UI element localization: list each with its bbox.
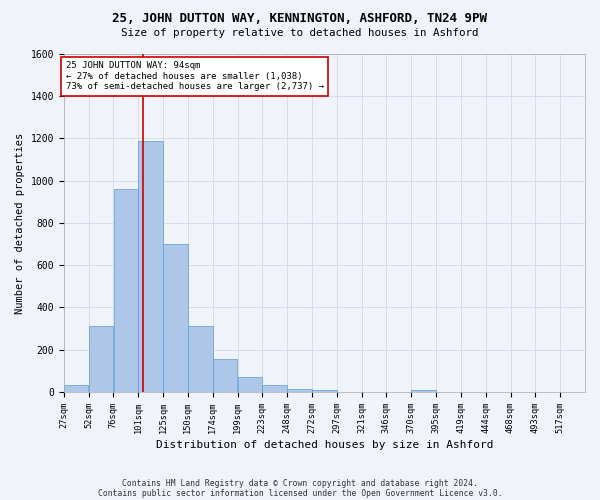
- Y-axis label: Number of detached properties: Number of detached properties: [15, 132, 25, 314]
- Bar: [213, 359, 238, 392]
- Text: Contains HM Land Registry data © Crown copyright and database right 2024.: Contains HM Land Registry data © Crown c…: [122, 478, 478, 488]
- Bar: [139, 140, 163, 392]
- Text: 25, JOHN DUTTON WAY, KENNINGTON, ASHFORD, TN24 9PW: 25, JOHN DUTTON WAY, KENNINGTON, ASHFORD…: [113, 12, 487, 26]
- Text: Contains public sector information licensed under the Open Government Licence v3: Contains public sector information licen…: [98, 488, 502, 498]
- Bar: [238, 377, 262, 392]
- Bar: [262, 386, 287, 392]
- Bar: [287, 388, 312, 392]
- Bar: [188, 326, 212, 392]
- Bar: [89, 326, 113, 392]
- Bar: [113, 189, 138, 392]
- Bar: [412, 390, 436, 392]
- Bar: [312, 390, 337, 392]
- Text: 25 JOHN DUTTON WAY: 94sqm
← 27% of detached houses are smaller (1,038)
73% of se: 25 JOHN DUTTON WAY: 94sqm ← 27% of detac…: [66, 62, 324, 91]
- Bar: [163, 244, 188, 392]
- Text: Size of property relative to detached houses in Ashford: Size of property relative to detached ho…: [121, 28, 479, 38]
- Bar: [64, 386, 88, 392]
- X-axis label: Distribution of detached houses by size in Ashford: Distribution of detached houses by size …: [155, 440, 493, 450]
